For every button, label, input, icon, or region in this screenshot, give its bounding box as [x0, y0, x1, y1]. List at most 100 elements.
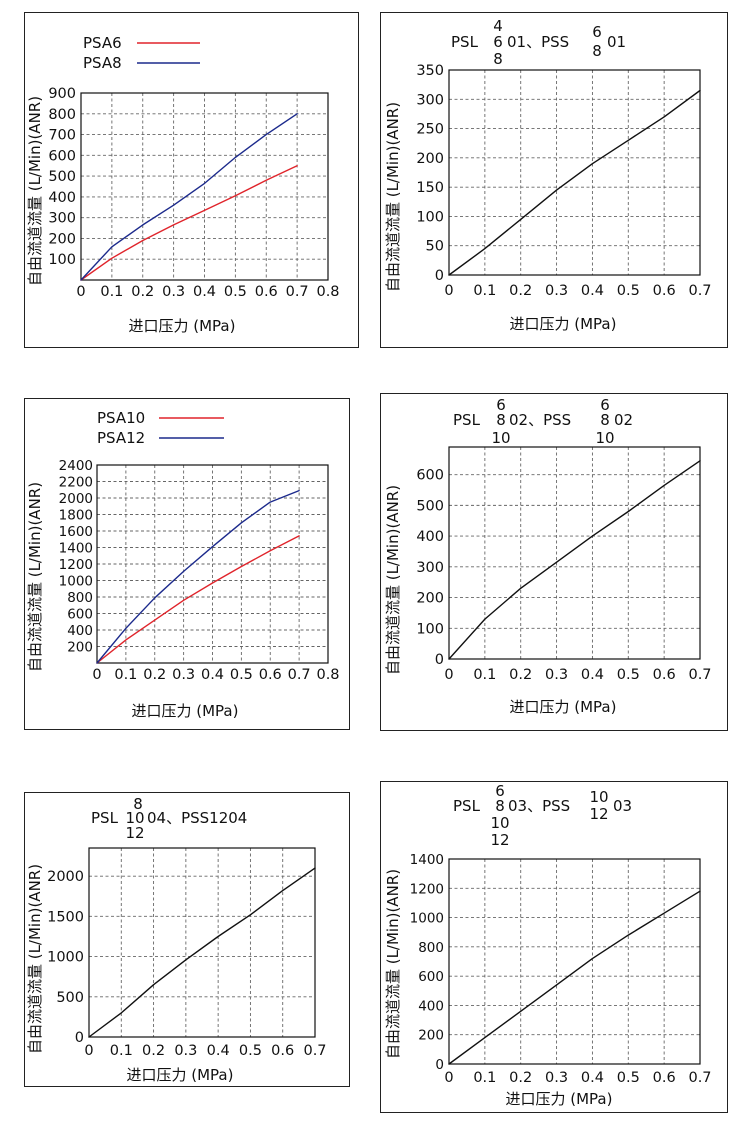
x-tick-label: 0.8	[316, 284, 339, 300]
plot-frame	[96, 464, 329, 664]
series-line-flow	[448, 890, 701, 1065]
plot-area: 0 0.1 0.2 0.3 0.4 0.5 0.6 0.7 0 100 200 300 400 500 60…	[416, 446, 712, 683]
y-tick-label: 800	[48, 107, 76, 123]
x-tick-label: 0.7	[303, 1043, 326, 1059]
chart-psl-03: 自由流道流量 (L/Min)(ANR) 进口压力 (MPa) PSL 6 8 1…	[384, 782, 712, 1108]
y-tick-label: 500	[416, 498, 444, 514]
y-tick-label: 1000	[410, 911, 444, 927]
y-tick-label: 300	[416, 92, 444, 108]
title-suffix: 04、PSS1204	[147, 809, 247, 827]
series-line-psa8	[80, 113, 298, 281]
legend-label-psa6: PSA6	[83, 34, 122, 52]
x-tick-label: 0.5	[224, 284, 247, 300]
title-stack-2: 8	[495, 797, 505, 815]
plot-frame	[448, 446, 701, 660]
plot-frame	[448, 69, 701, 276]
x-tick-label: 0.4	[581, 1070, 604, 1086]
x-tick-label: 0.1	[473, 283, 496, 299]
y-tick-label: 600	[416, 468, 444, 484]
y-tick-label: 1800	[59, 508, 93, 524]
title-prefix: PSL	[451, 33, 479, 51]
title-stack-lower-2: 12	[589, 805, 608, 823]
y-axis-label: 自由流道流量 (L/Min)(ANR)	[26, 864, 44, 1054]
x-tick-label: 0.7	[688, 667, 711, 683]
plot-frame	[88, 847, 316, 1038]
x-tick-label: 0.6	[271, 1043, 294, 1059]
title-stack-lower-2: 8	[592, 42, 602, 60]
legend-label-psa10: PSA10	[97, 409, 145, 427]
title-stack-middle: 6	[493, 33, 503, 51]
chart-panel-psl-03: 自由流道流量 (L/Min)(ANR) 进口压力 (MPa) PSL 6 8 1…	[380, 781, 728, 1113]
y-tick-label: 600	[418, 969, 444, 985]
y-tick-label: 500	[56, 990, 84, 1006]
x-tick-label: 0.7	[688, 283, 711, 299]
y-tick-label: 1000	[59, 574, 93, 590]
chart-psl-02: 自由流道流量 (L/Min)(ANR) 进口压力 (MPa) PSL 6 8 1…	[384, 396, 712, 716]
y-axis-label: 自由流道流量 (L/Min)(ANR)	[384, 485, 402, 675]
y-tick-label: 1000	[47, 950, 84, 966]
plot-area: 0 0.1 0.2 0.3 0.4 0.5 0.6 0.7 0 500 1000 1500 2000	[47, 847, 327, 1059]
title-stack-lower: 8	[493, 50, 503, 68]
y-tick-label: 400	[67, 623, 93, 639]
title-stack-upper: 4	[493, 17, 503, 35]
title-stack-upper-2: 6	[592, 23, 602, 41]
plot-area: 0 0.1 0.2 0.3 0.4 0.5 0.6 0.7 0 200 400 600 800 1000 1…	[410, 852, 712, 1086]
title-stack-4: 12	[490, 831, 509, 849]
chart-panel-psl-04: 自由流道流量 (L/Min)(ANR) 进口压力 (MPa) PSL 8 10 …	[24, 792, 350, 1087]
chart-panel-psa10-psa12: 自由流道流量 (L/Min)(ANR) 进口压力 (MPa) PSA10 PSA…	[24, 398, 350, 730]
x-tick-label: 0.4	[193, 284, 216, 300]
y-tick-label: 100	[48, 252, 76, 268]
x-axis-label: 进口压力 (MPa)	[506, 1090, 613, 1108]
y-axis-label: 自由流道流量 (L/Min)(ANR)	[26, 96, 44, 286]
y-tick-label: 300	[416, 560, 444, 576]
y-tick-label: 400	[418, 998, 444, 1014]
x-tick-label: 0.4	[581, 283, 604, 299]
title-stack-3: 10	[490, 814, 509, 832]
series-line-psa10	[96, 535, 300, 664]
x-tick-label: 0.3	[545, 667, 568, 683]
chart-panel-psa6-psa8: 自由流道流量 (L/Min)(ANR) 进口压力 (MPa) PSA6 PSA8…	[24, 12, 359, 348]
x-tick-label: 0.7	[288, 667, 311, 683]
x-tick-label: 0.1	[473, 1070, 496, 1086]
legend-label-psa8: PSA8	[83, 54, 122, 72]
x-tick-label: 0.5	[617, 667, 640, 683]
x-tick-label: 0.4	[201, 667, 224, 683]
x-tick-label: 0.1	[100, 284, 123, 300]
title-prefix: PSL	[91, 809, 119, 827]
x-axis-label: 进口压力 (MPa)	[132, 702, 239, 720]
y-tick-label: 1500	[47, 909, 84, 925]
x-tick-label: 0	[444, 283, 453, 299]
y-tick-label: 50	[426, 239, 444, 255]
plot-frame	[80, 92, 329, 281]
title-stack-middle-2: 8	[600, 411, 610, 429]
title-stack-lower: 10	[491, 429, 510, 447]
x-tick-label: 0.3	[545, 283, 568, 299]
x-tick-label: 0	[444, 667, 453, 683]
x-axis-label: 进口压力 (MPa)	[127, 1066, 234, 1084]
chart-psl-01: 自由流道流量 (L/Min)(ANR) 进口压力 (MPa) PSL 4 6 8…	[384, 17, 712, 333]
x-axis-label: 进口压力 (MPa)	[129, 317, 236, 335]
legend-label-psa12: PSA12	[97, 429, 145, 447]
y-tick-label: 0	[435, 268, 444, 284]
x-tick-label: 0.5	[617, 283, 640, 299]
title-middle: 02、PSS	[509, 411, 571, 429]
plot-area: 0 0.1 0.2 0.3 0.4 0.5 0.6 0.7 0.8 100 200 300 400 500…	[48, 86, 339, 300]
y-tick-label: 1400	[59, 541, 93, 557]
chart-psa6-psa8: 自由流道流量 (L/Min)(ANR) 进口压力 (MPa) PSA6 PSA8…	[26, 34, 340, 335]
title-stack-middle: 8	[496, 411, 506, 429]
x-tick-label: 0.1	[473, 667, 496, 683]
title-stack-lower: 12	[125, 824, 144, 842]
x-tick-label: 0.2	[143, 667, 166, 683]
y-tick-label: 150	[416, 180, 444, 196]
x-tick-label: 0.7	[286, 284, 309, 300]
y-tick-label: 200	[416, 591, 444, 607]
y-axis-label: 自由流道流量 (L/Min)(ANR)	[26, 482, 44, 672]
title-middle: 03、PSS	[508, 797, 570, 815]
y-tick-label: 0	[435, 652, 444, 668]
y-tick-label: 2200	[59, 475, 93, 491]
x-tick-label: 0.2	[509, 667, 532, 683]
y-tick-label: 0	[435, 1057, 444, 1073]
y-tick-label: 1200	[410, 881, 444, 897]
y-tick-label: 1200	[59, 557, 93, 573]
x-tick-label: 0.1	[114, 667, 137, 683]
